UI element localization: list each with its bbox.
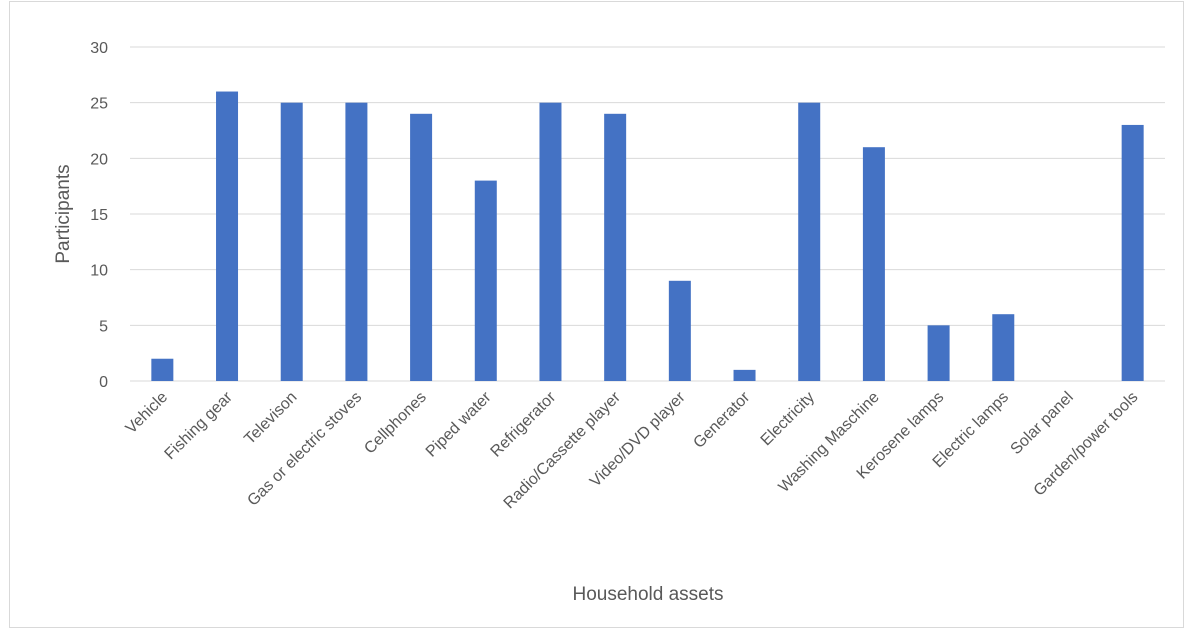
y-tick-label: 5	[99, 318, 108, 335]
y-axis-title: Participants	[53, 164, 74, 263]
x-axis-title: Household assets	[572, 584, 723, 605]
x-tick-label: Generator	[690, 388, 753, 451]
bar	[539, 102, 562, 382]
bar	[927, 325, 950, 381]
bar	[151, 358, 174, 381]
x-tick-label: Radio/Cassette player	[501, 388, 625, 512]
bar	[474, 180, 497, 381]
bar	[604, 113, 627, 382]
x-tick-label: Vehicle	[123, 389, 172, 438]
x-tick-label: Refrigerator	[488, 388, 560, 460]
y-tick-labels: 0 5 10 15 20 25 30	[90, 40, 108, 391]
bar	[992, 314, 1015, 381]
x-tick-label: Gas or electric stoves	[244, 389, 365, 510]
y-tick-label: 10	[90, 263, 108, 280]
bar	[733, 369, 756, 381]
x-tick-label: Piped water	[423, 388, 495, 460]
bar	[1121, 124, 1144, 381]
x-tick-label: Televison	[241, 389, 300, 448]
y-tick-label: 30	[90, 40, 108, 57]
bar	[862, 147, 885, 381]
bar	[216, 91, 239, 382]
y-tick-label: 25	[90, 96, 108, 113]
x-tick-label: Cellphones	[361, 389, 430, 458]
bar	[280, 102, 303, 382]
bars	[151, 91, 1144, 382]
bar	[668, 280, 691, 381]
x-tick-label: Electricity	[758, 389, 818, 449]
y-tick-label: 20	[90, 151, 108, 168]
y-tick-label: 15	[90, 207, 108, 224]
x-tick-label: Fishing gear	[162, 388, 237, 463]
bar	[798, 102, 821, 382]
chart-frame	[9, 1, 1184, 628]
y-tick-label: 0	[99, 374, 108, 391]
bar	[410, 113, 433, 382]
x-tick-label: Solar panel	[1008, 389, 1077, 458]
bar	[345, 102, 368, 382]
